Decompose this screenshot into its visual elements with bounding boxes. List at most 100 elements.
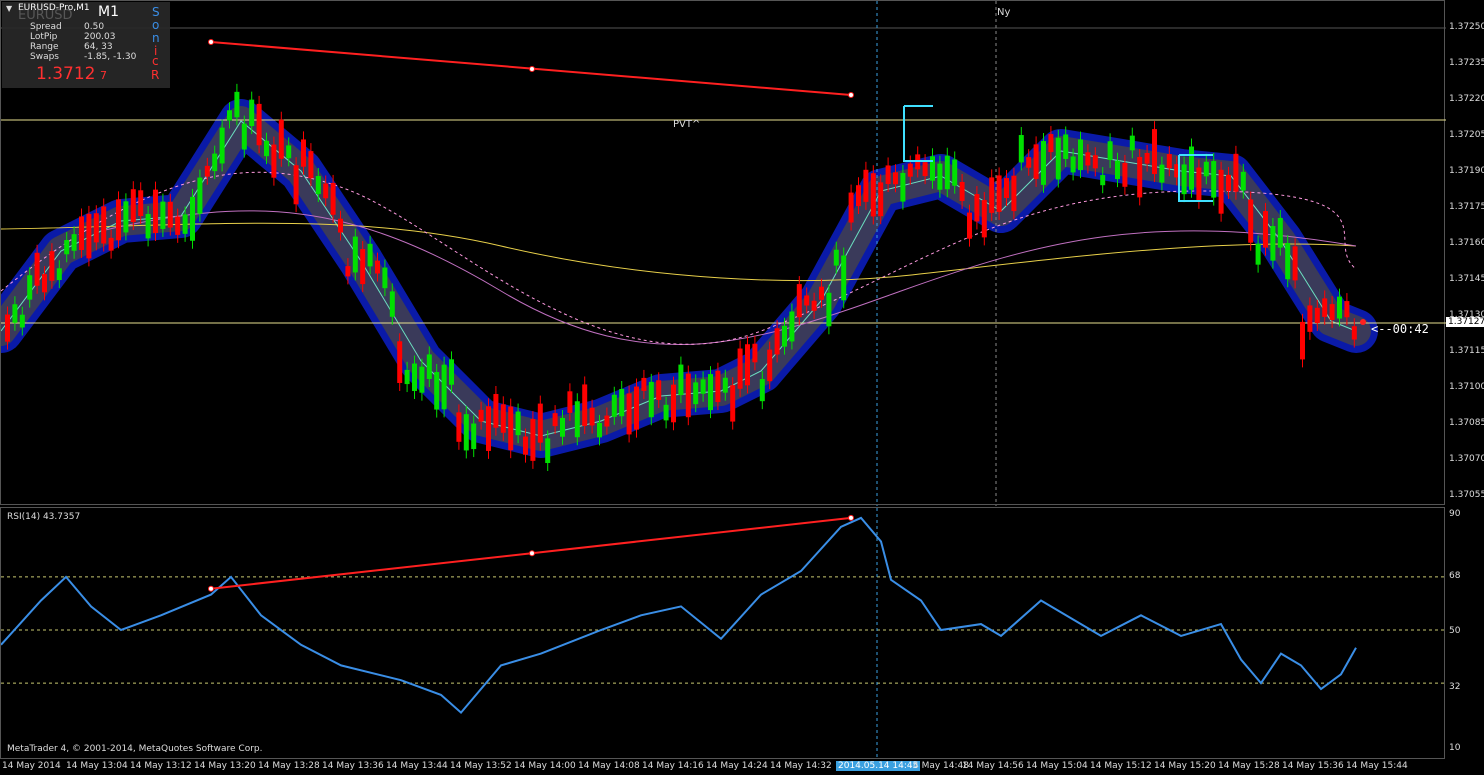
candle-countdown: <--00:42 (1371, 322, 1429, 336)
candle-body (330, 182, 336, 215)
candle-body (796, 284, 802, 318)
sonic-letter-i: i (154, 44, 158, 58)
current-price-marker (1360, 319, 1366, 325)
candle-body (123, 201, 129, 233)
candle-body (959, 181, 965, 201)
candle-body (967, 212, 972, 239)
candle-body (434, 372, 440, 410)
candle-body (996, 175, 1002, 212)
candle-body (1322, 298, 1328, 317)
candle-body (597, 422, 602, 438)
candle-body (767, 349, 773, 382)
time-tick: 14 May 14:00 (514, 761, 576, 771)
symbol-info-panel: ▼ EURUSD-Pro,M1 EURUSD M1 Spread 0.50 Lo… (2, 2, 170, 88)
candle-body (278, 119, 284, 159)
time-axis[interactable]: 14 May 2014 14 May 13:04 14 May 13:12 14… (0, 759, 1445, 775)
candle-body (449, 359, 454, 385)
rsi-canvas[interactable] (1, 508, 1446, 760)
candle-body (182, 214, 188, 234)
candle-body (1263, 211, 1268, 248)
candle-body (515, 411, 521, 436)
candle-body (249, 99, 255, 127)
candle-body (108, 237, 114, 251)
candle-body (345, 266, 351, 277)
candle-body (870, 173, 876, 217)
candle-body (1129, 135, 1135, 151)
candle-body (64, 240, 70, 255)
candle-body (1218, 169, 1224, 214)
trendline-point (208, 39, 214, 45)
rsi-trendline-point (529, 550, 535, 557)
candle-body (693, 382, 699, 405)
candle-body (286, 145, 292, 159)
band-midline (1, 120, 1357, 437)
rsi-pane[interactable]: RSI(14) 43.7357 MetaTrader 4, © 2001-201… (0, 507, 1446, 760)
candle-body (500, 404, 506, 433)
candle-body (167, 201, 173, 228)
time-tick: 14 May 15:36 (1282, 761, 1344, 771)
current-price-tag: 1.37127 (1446, 317, 1484, 327)
candle-body (1078, 139, 1083, 171)
candle-body (42, 274, 47, 293)
price-scale[interactable]: 1.37250 1.37235 1.37220 1.37205 1.37190 … (1445, 0, 1484, 505)
main-chart-pane[interactable]: PVT^ Ny <--00:42 (0, 0, 1446, 506)
sonic-letter-c: c (152, 54, 159, 68)
candle-body (308, 151, 314, 179)
candle-body (1196, 167, 1202, 201)
ma-yellow (1, 222, 1357, 282)
candle-body (789, 311, 795, 342)
chart-menu-triangle-icon[interactable]: ▼ (6, 4, 13, 13)
time-tick: 14 May 13:28 (258, 761, 320, 771)
current-price-small: 7 (100, 69, 107, 82)
rsi-level-50: 50 (1449, 626, 1461, 636)
candle-body (745, 344, 750, 386)
candle-body (574, 401, 580, 438)
candle-body (175, 216, 181, 235)
candle-body (700, 379, 706, 394)
candle-body (212, 153, 218, 172)
candle-body (204, 165, 210, 177)
price-chart-canvas[interactable] (1, 1, 1446, 506)
rsi-level-32: 32 (1449, 682, 1461, 692)
candle-body (782, 325, 787, 347)
sonic-letter-n: n (152, 31, 160, 45)
candle-body (907, 163, 913, 177)
rsi-label: RSI(14) 43.7357 (7, 512, 81, 522)
candle-body (71, 234, 77, 251)
candle-body (138, 190, 144, 217)
candle-body (922, 162, 928, 177)
price-tick: 1.37160 (1449, 238, 1484, 248)
candle-body (826, 292, 832, 327)
candle-body (315, 176, 321, 195)
candle-body (900, 172, 906, 202)
candle-body (1285, 243, 1291, 280)
candle-body (1166, 154, 1172, 169)
time-tick: 14 May 14:24 (706, 761, 768, 771)
time-tick: 14 May 15:04 (1026, 761, 1088, 771)
price-tick: 1.37190 (1449, 166, 1484, 176)
time-tick: 14 May 13:44 (386, 761, 448, 771)
candle-body (463, 414, 469, 451)
lotpip-label: LotPip (30, 32, 58, 42)
box-marker (903, 105, 933, 162)
time-tick: 14 May 14:08 (578, 761, 640, 771)
price-tick: 1.37085 (1449, 418, 1484, 428)
candle-body (715, 370, 721, 403)
price-tick: 1.37115 (1449, 346, 1484, 356)
candle-body (1100, 175, 1106, 186)
candle-body (27, 275, 33, 300)
candle-body (426, 354, 432, 379)
candle-body (145, 213, 151, 239)
candle-body (389, 291, 395, 317)
candle-body (848, 192, 854, 223)
rsi-line (1, 516, 1357, 715)
candle-body (323, 183, 329, 199)
swaps-label: Swaps (30, 52, 59, 62)
candle-body (567, 391, 573, 413)
rsi-trendline-point (848, 514, 854, 521)
spread-value: 0.50 (84, 22, 105, 32)
candle-body (79, 216, 84, 250)
candle-body (530, 419, 536, 461)
candle-body (1159, 164, 1165, 183)
candle-body (537, 403, 543, 443)
